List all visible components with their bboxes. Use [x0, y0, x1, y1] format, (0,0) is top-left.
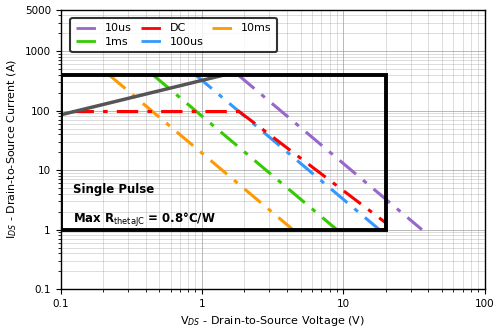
Legend: 10us, 1ms, DC, 100us, 10ms: 10us, 1ms, DC, 100us, 10ms: [70, 18, 278, 52]
Text: Single Pulse: Single Pulse: [74, 183, 154, 196]
Text: Max R$_{\mathrm{thetaJC}}$ = 0.8°C/W: Max R$_{\mathrm{thetaJC}}$ = 0.8°C/W: [74, 211, 216, 229]
Y-axis label: I$_{DS}$ - Drain-to-Source Current (A): I$_{DS}$ - Drain-to-Source Current (A): [6, 59, 19, 239]
X-axis label: V$_{DS}$ - Drain-to-Source Voltage (V): V$_{DS}$ - Drain-to-Source Voltage (V): [180, 314, 365, 328]
